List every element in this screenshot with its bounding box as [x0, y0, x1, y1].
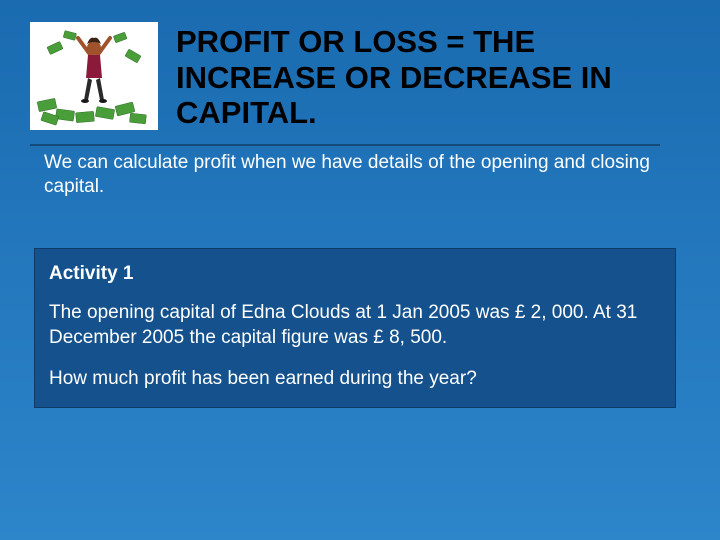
activity-heading: Activity 1: [49, 263, 659, 285]
header-row: PROFIT OR LOSS = THE INCREASE OR DECREAS…: [0, 0, 720, 131]
activity-question: How much profit has been earned during t…: [49, 367, 659, 392]
slide-title: PROFIT OR LOSS = THE INCREASE OR DECREAS…: [176, 22, 690, 131]
money-celebration-clipart: [30, 22, 158, 130]
slide-subtitle: We can calculate profit when we have det…: [0, 131, 720, 199]
activity-box: Activity 1 The opening capital of Edna C…: [34, 248, 676, 408]
title-underline: [30, 144, 660, 146]
activity-body: The opening capital of Edna Clouds at 1 …: [49, 301, 659, 350]
